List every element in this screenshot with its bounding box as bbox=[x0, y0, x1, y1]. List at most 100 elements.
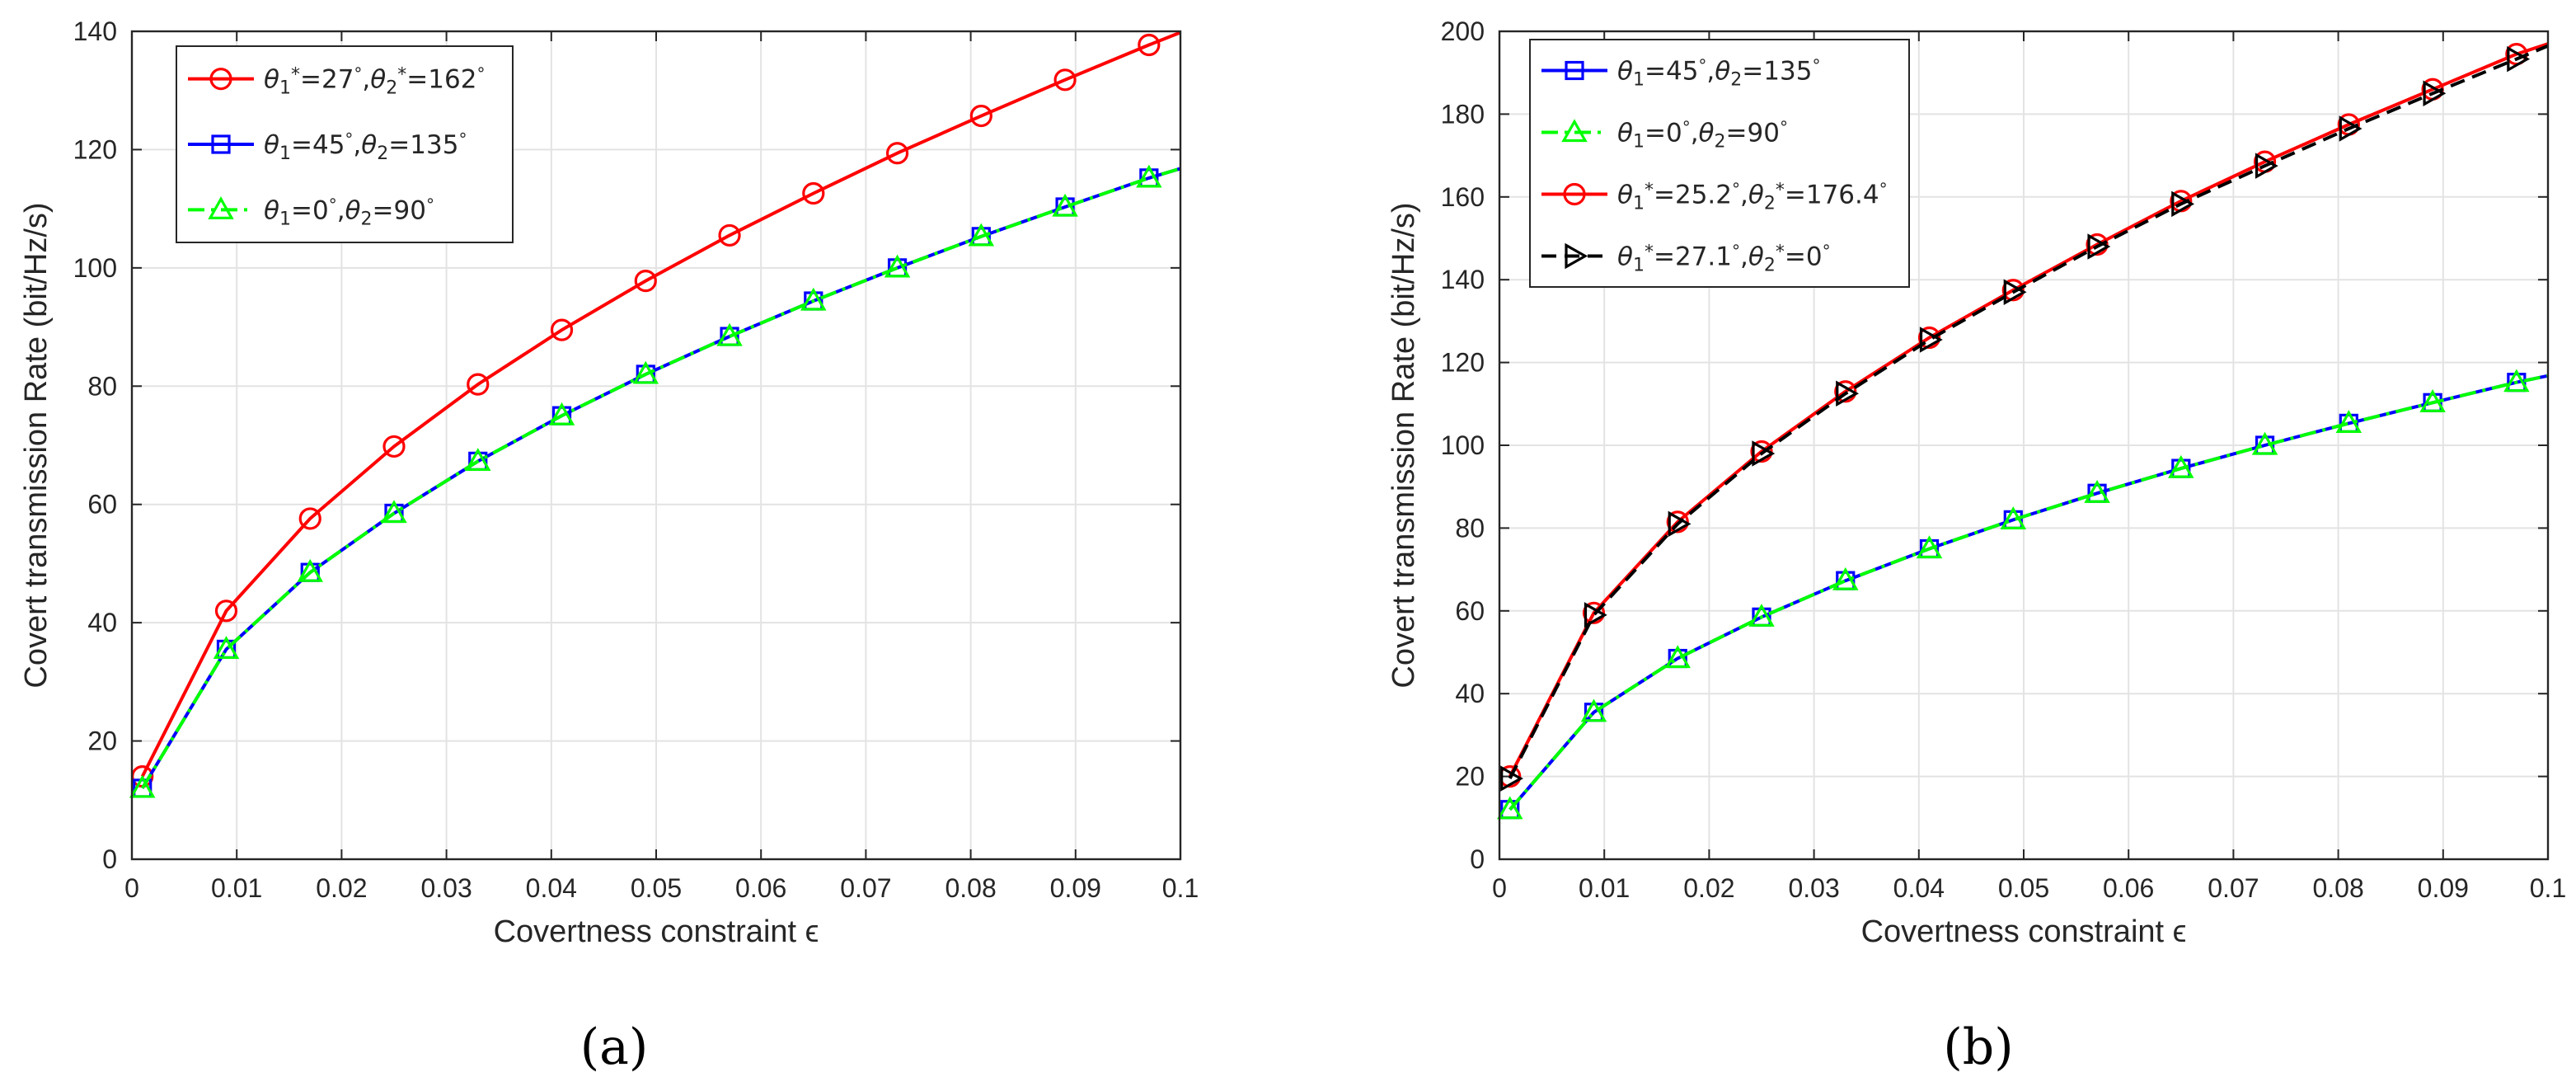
legend-marker bbox=[211, 134, 231, 154]
data-point bbox=[632, 360, 659, 384]
data-point bbox=[1752, 440, 1776, 467]
data-point bbox=[969, 104, 992, 128]
data-point bbox=[1052, 193, 1078, 217]
x-tick-label: 0.1 bbox=[1162, 873, 1199, 903]
legend: θ1=45°,θ2=135° θ1=0°,θ2=90° θ1*=25.2°,θ2*=… bbox=[1529, 39, 1910, 288]
data-point bbox=[2507, 45, 2531, 73]
legend-marker bbox=[1565, 242, 1588, 270]
data-point bbox=[2255, 153, 2278, 179]
x-tick-label: 0.08 bbox=[945, 873, 996, 903]
x-tick-label: 0.02 bbox=[316, 873, 367, 903]
legend-entry: θ1*=27.1°,θ2*=0° bbox=[1617, 242, 1831, 276]
data-point bbox=[1582, 601, 1606, 624]
data-point bbox=[2503, 369, 2530, 393]
y-tick-label: 80 bbox=[87, 371, 117, 401]
x-tick-label: 0.05 bbox=[1998, 873, 2049, 903]
y-tick-label: 0 bbox=[102, 844, 117, 874]
data-point bbox=[718, 223, 741, 247]
y-tick-label: 200 bbox=[1441, 16, 1485, 46]
data-point bbox=[1053, 68, 1077, 92]
x-tick-label: 0.07 bbox=[2208, 873, 2259, 903]
data-point bbox=[1919, 327, 1943, 353]
y-tick-label: 120 bbox=[1441, 348, 1485, 378]
data-point bbox=[716, 322, 743, 346]
data-point bbox=[1580, 698, 1607, 722]
data-point bbox=[2001, 279, 2025, 302]
x-axis-label: Covertness constraint ϵ bbox=[1861, 914, 2187, 949]
y-tick-label: 140 bbox=[1441, 265, 1485, 294]
data-point bbox=[1668, 510, 1692, 538]
data-point bbox=[297, 558, 323, 582]
data-point bbox=[1748, 604, 1775, 627]
data-point bbox=[2168, 454, 2194, 478]
x-tick-label: 0.03 bbox=[420, 873, 472, 903]
x-tick-label: 0.07 bbox=[840, 873, 891, 903]
data-point bbox=[1917, 326, 1941, 350]
y-tick-label: 160 bbox=[1441, 182, 1485, 212]
x-tick-label: 0.09 bbox=[2418, 873, 2469, 903]
data-point bbox=[2251, 431, 2278, 455]
x-axis-label: Covertness constraint ϵ bbox=[494, 914, 819, 949]
y-tick-label: 20 bbox=[87, 726, 117, 756]
data-point bbox=[802, 181, 825, 205]
legend-entry: θ1=0°,θ2=90° bbox=[1617, 118, 1788, 153]
x-tick-label: 0.1 bbox=[2530, 873, 2566, 903]
data-point bbox=[1834, 380, 1857, 403]
data-point bbox=[2171, 190, 2195, 218]
data-point bbox=[1832, 567, 1859, 590]
x-tick-label: 0.04 bbox=[1893, 873, 1945, 903]
panel-label: (a) bbox=[580, 1018, 649, 1076]
data-point bbox=[550, 318, 574, 341]
legend-box bbox=[1529, 39, 1910, 288]
y-tick-label: 20 bbox=[1455, 762, 1485, 792]
data-point bbox=[2086, 233, 2109, 256]
data-point bbox=[1584, 602, 1607, 628]
legend: θ1*=27°,θ2*=162° θ1=45°,θ2=135° θ1=0°,θ2=9… bbox=[176, 45, 514, 243]
legend-marker bbox=[1565, 60, 1584, 81]
data-point bbox=[800, 287, 827, 311]
data-point bbox=[298, 507, 321, 530]
data-point bbox=[2003, 279, 2027, 306]
data-point bbox=[548, 402, 575, 425]
y-tick-label: 0 bbox=[1470, 844, 1485, 874]
y-axis-label: Covert transmission Rate (bit/Hz/s) bbox=[1387, 202, 1421, 688]
data-point bbox=[2335, 410, 2363, 433]
y-tick-label: 60 bbox=[1455, 596, 1485, 626]
y-tick-label: 40 bbox=[87, 608, 117, 637]
data-point bbox=[381, 500, 407, 524]
series-triangle bbox=[129, 164, 1181, 798]
y-tick-label: 60 bbox=[87, 490, 117, 519]
data-point bbox=[382, 435, 406, 458]
y-tick-label: 40 bbox=[1455, 679, 1485, 708]
x-tick-label: 0.05 bbox=[631, 873, 682, 903]
series-line bbox=[1509, 374, 2549, 811]
x-tick-label: 0 bbox=[1492, 873, 1507, 903]
data-point bbox=[1138, 33, 1161, 57]
data-point bbox=[1500, 765, 1523, 792]
data-point bbox=[1916, 535, 1943, 559]
data-point bbox=[129, 774, 156, 798]
chart-panel-a: 0 0.01 0.02 0.03 0.04 0.05 0.06 0.07 0.08 0.09 0.1… bbox=[19, 16, 1199, 1076]
axes-box bbox=[1498, 30, 2550, 861]
y-axis-label: Covert transmission Rate (bit/Hz/s) bbox=[19, 202, 54, 688]
series-line bbox=[140, 167, 1181, 789]
panel-label: (b) bbox=[1943, 1018, 2013, 1076]
data-point bbox=[214, 599, 238, 623]
data-point bbox=[885, 142, 909, 165]
data-point bbox=[1664, 645, 1691, 669]
x-tick-label: 0.08 bbox=[2312, 873, 2363, 903]
legend-entry: θ1=45°,θ2=135° bbox=[264, 129, 467, 164]
x-tick-label: 0.06 bbox=[2103, 873, 2154, 903]
x-tick-label: 0.02 bbox=[1683, 873, 1734, 903]
data-point bbox=[1136, 164, 1162, 188]
data-point bbox=[2423, 80, 2447, 107]
legend-entry: θ1=0°,θ2=90° bbox=[264, 195, 434, 229]
legend-marker bbox=[209, 68, 232, 91]
y-tick-label: 140 bbox=[73, 16, 117, 46]
series-line bbox=[1508, 44, 2549, 780]
data-point bbox=[1496, 796, 1523, 820]
chart-panel-b: 0 0.01 0.02 0.03 0.04 0.05 0.06 0.07 0.08 0.09 0.1… bbox=[1387, 16, 2566, 1076]
data-point bbox=[968, 223, 995, 247]
data-point bbox=[2419, 389, 2446, 412]
